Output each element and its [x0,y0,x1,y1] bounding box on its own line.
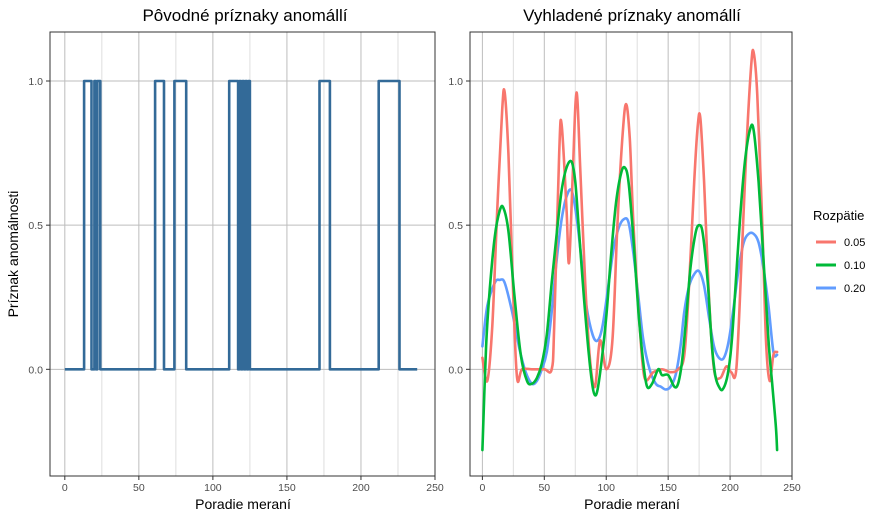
right-panel: Vyhladené príznaky anomállí 0 50 100 150 200… [448,6,801,512]
left-ticks: 0 50 100 150 200 250 0.0 0.5 1.0 [28,76,444,494]
right-y-tick-label: 0.5 [448,220,463,232]
series-line-0_05 [481,48,779,389]
right-panel-border [469,31,793,477]
left-x-tick-label: 100 [204,482,222,494]
left-y-tick-label: 0.0 [28,364,43,376]
legend: Rozpätie 0.05 0.10 0.20 [813,208,865,295]
left-y-axis-title: Príznak anomálnosti [5,191,21,318]
left-x-tick-label: 250 [426,482,444,494]
right-y-tick-label: 0.0 [448,364,463,376]
right-x-tick-label: 250 [783,482,801,494]
left-x-tick-label: 200 [352,482,370,494]
left-frame [49,31,436,477]
series-line-0_20 [481,188,779,391]
left-x-tick-label: 150 [278,482,296,494]
right-x-axis-title: Poradie meraní [584,496,680,512]
right-title: Vyhladené príznaky anomállí [523,6,741,25]
left-y-tick-label: 1.0 [28,76,43,88]
right-ticks: 0 50 100 150 200 250 0.0 0.5 1.0 [448,76,801,494]
right-x-tick-label: 0 [479,482,485,494]
legend-label-0_05: 0.05 [844,237,865,249]
right-x-tick-label: 150 [659,482,677,494]
right-frame [469,31,793,477]
legend-title: Rozpätie [813,208,864,223]
left-x-axis-title: Poradie meraní [195,496,291,512]
left-title: Pôvodné príznaky anomállí [142,6,347,25]
right-series-layer [481,48,779,452]
left-series-layer [64,79,418,371]
right-x-tick-label: 200 [721,482,739,494]
legend-label-0_20: 0.20 [844,283,865,295]
right-y-tick-label: 1.0 [448,76,463,88]
legend-items: 0.05 0.10 0.20 [816,237,865,295]
left-x-tick-label: 0 [62,482,68,494]
right-x-tick-label: 100 [597,482,615,494]
legend-label-0_10: 0.10 [844,260,865,272]
series-line-0_10 [481,123,779,452]
left-y-tick-label: 0.5 [28,220,43,232]
right-grid [470,32,793,476]
left-x-tick-label: 50 [133,482,145,494]
right-x-tick-label: 50 [538,482,550,494]
anomaly-flag-line [64,79,418,371]
left-panel: Pôvodné príznaky anomállí 0 50 100 150 200 25… [5,6,444,512]
left-panel-border [49,31,436,477]
